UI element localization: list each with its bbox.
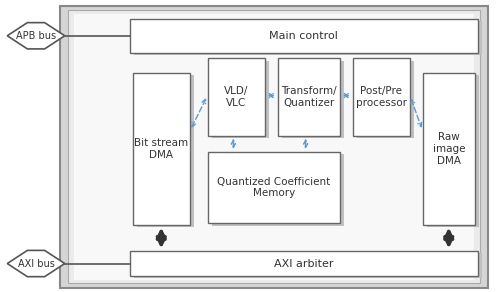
Bar [208, 152, 340, 223]
Text: Post/Pre
processor: Post/Pre processor [356, 86, 407, 108]
Polygon shape [7, 23, 65, 49]
Bar [130, 251, 478, 276]
Bar [134, 21, 482, 55]
Text: AXI arbiter: AXI arbiter [274, 258, 334, 269]
Bar [426, 75, 479, 227]
Text: APB bus: APB bus [16, 31, 56, 41]
Bar [278, 58, 340, 136]
Bar [352, 58, 410, 136]
Text: Raw
image
DMA: Raw image DMA [432, 132, 465, 166]
Bar [134, 253, 482, 278]
Text: VLD/
VLC: VLD/ VLC [224, 86, 248, 108]
Bar [356, 61, 414, 138]
Bar [208, 58, 265, 136]
Text: Transform/
Quantizer: Transform/ Quantizer [281, 86, 336, 108]
Text: AXI bus: AXI bus [18, 258, 54, 269]
Bar [74, 14, 474, 280]
Text: Main control: Main control [270, 31, 338, 41]
Bar [132, 73, 190, 225]
Bar [212, 154, 344, 226]
Bar [282, 61, 344, 138]
Text: Bit stream
DMA: Bit stream DMA [134, 138, 188, 160]
Bar [130, 19, 478, 53]
Bar [60, 6, 488, 288]
Bar [422, 73, 475, 225]
Bar [212, 61, 269, 138]
Text: Quantized Coefficient
Memory: Quantized Coefficient Memory [217, 177, 330, 198]
Bar [136, 75, 194, 227]
Bar [68, 10, 480, 283]
Polygon shape [7, 250, 65, 277]
